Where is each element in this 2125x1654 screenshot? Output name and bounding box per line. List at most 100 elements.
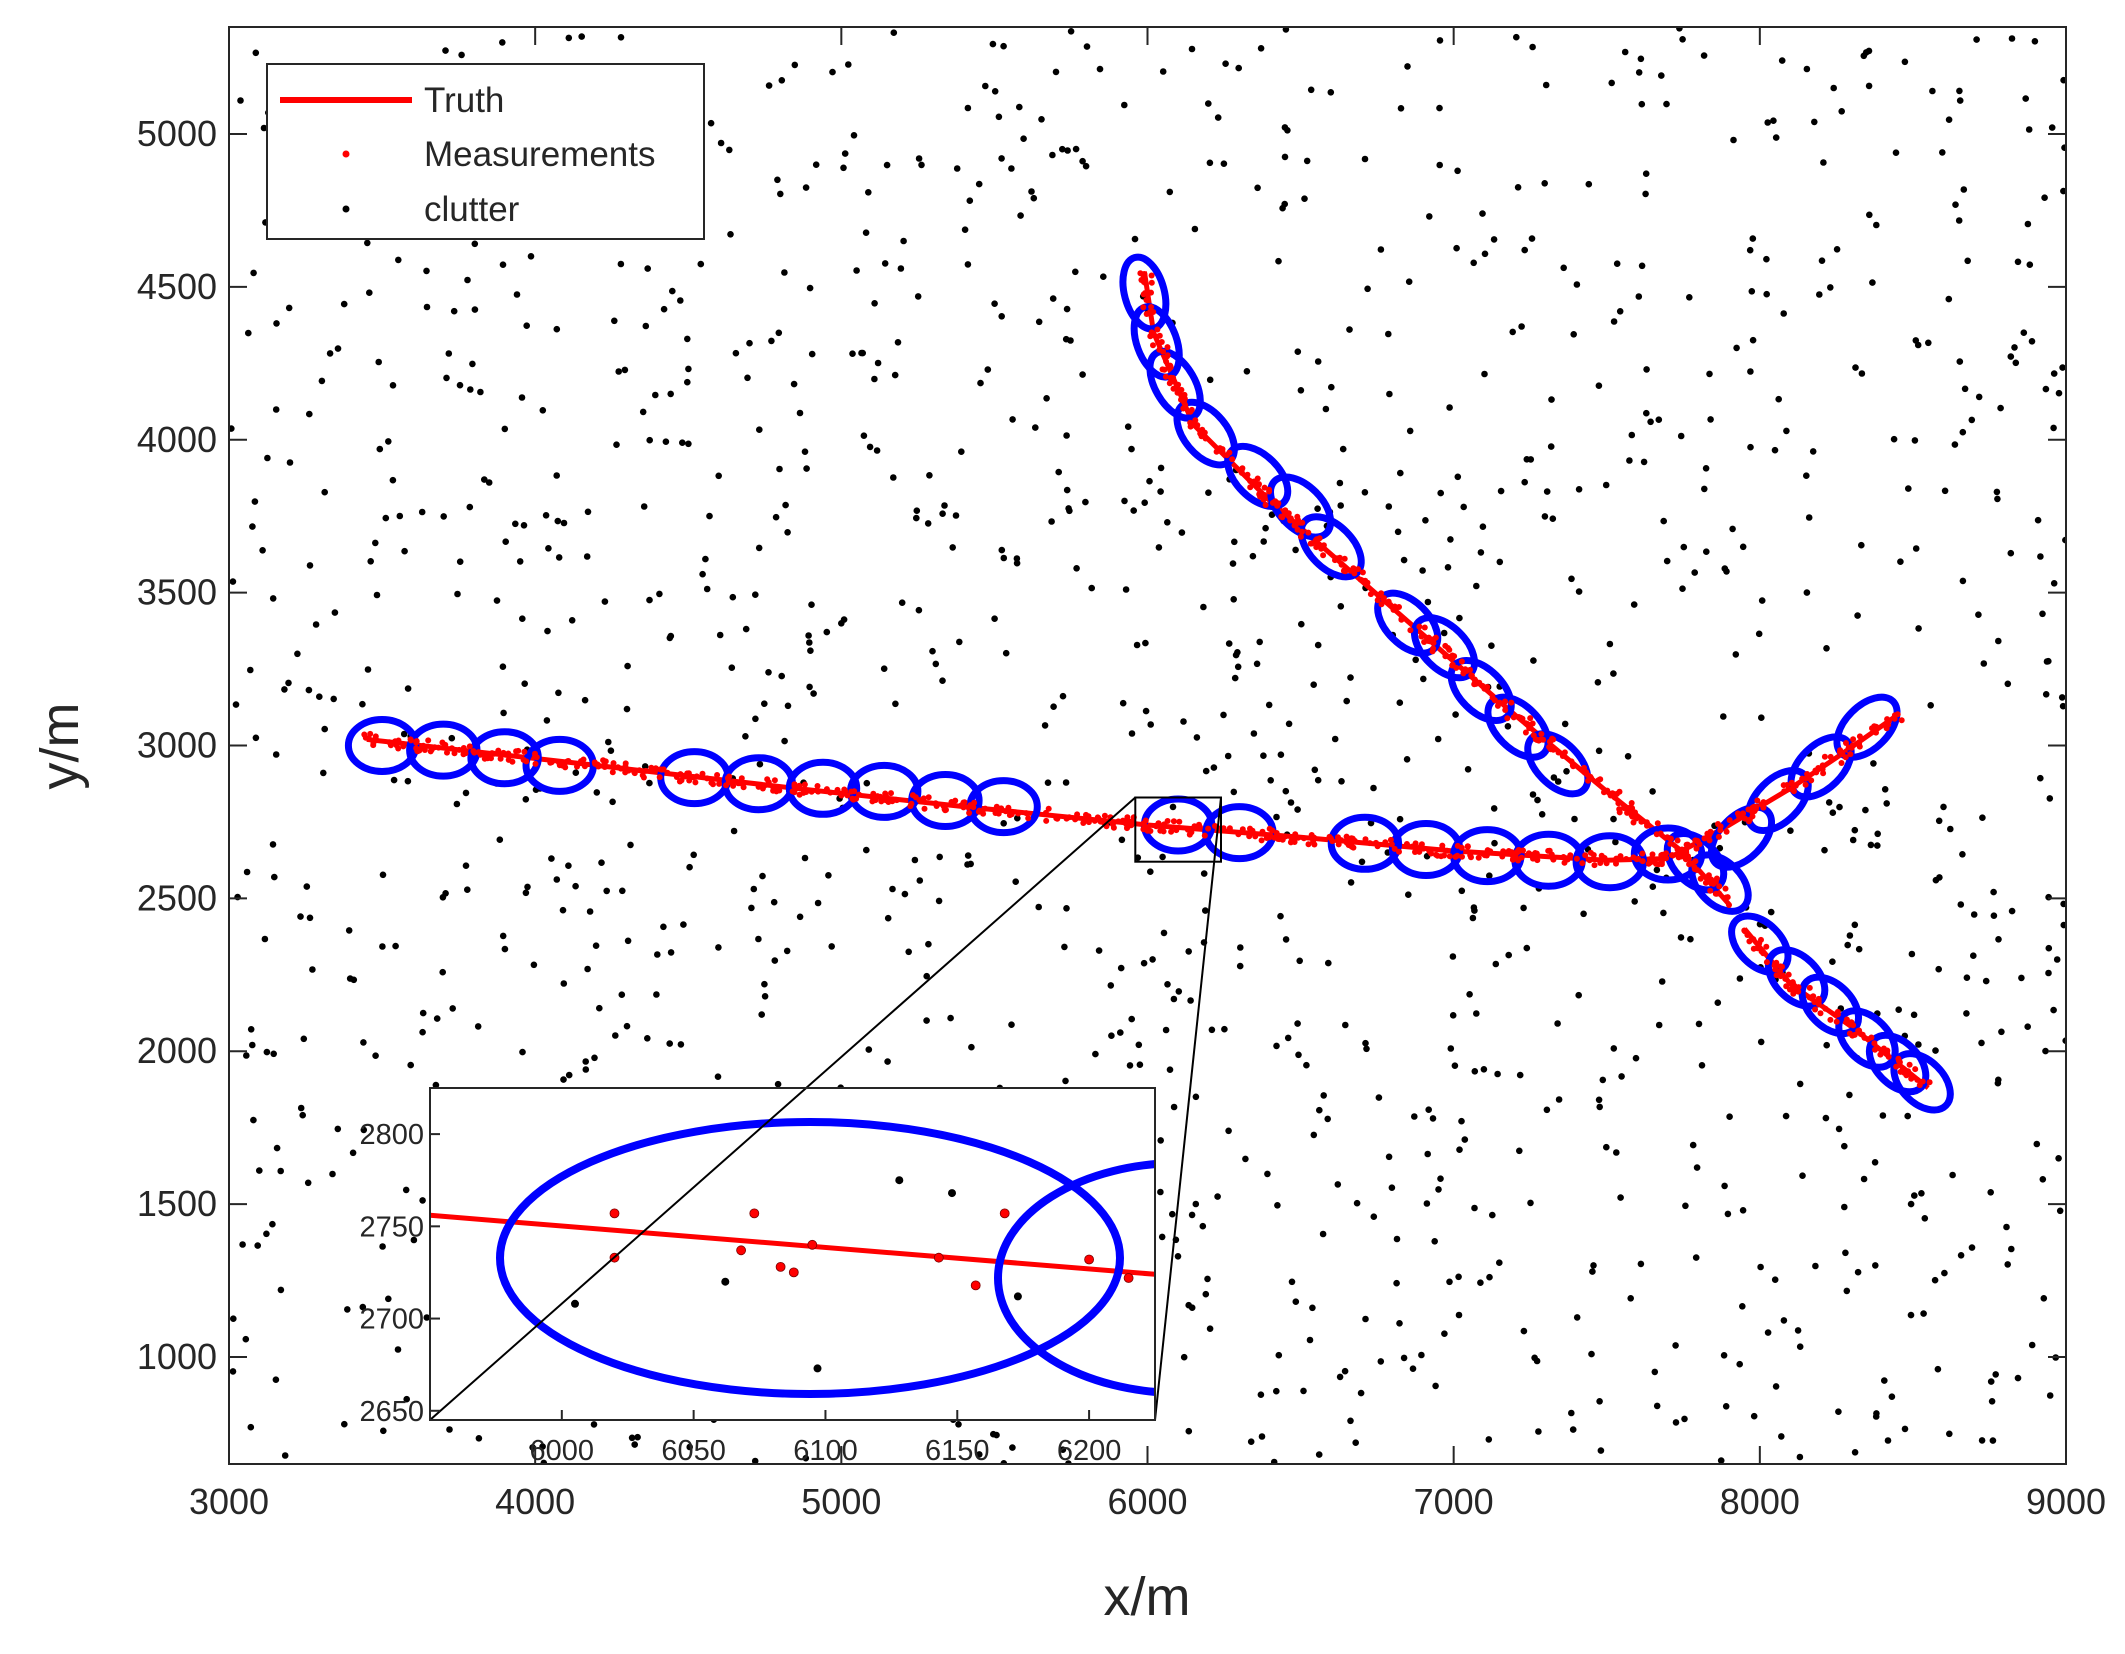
measurement-point bbox=[1582, 852, 1589, 859]
measurement-point bbox=[1750, 945, 1757, 952]
clutter-point bbox=[1404, 63, 1411, 70]
clutter-point bbox=[1575, 991, 1582, 999]
clutter-point bbox=[2024, 220, 2032, 228]
clutter-point bbox=[1028, 188, 1035, 195]
clutter-point bbox=[1929, 87, 1936, 95]
clutter-point bbox=[686, 863, 693, 871]
measurement-point bbox=[1734, 810, 1741, 817]
measurement-point bbox=[1756, 940, 1763, 947]
clutter-point bbox=[1964, 257, 1971, 265]
measurement-point bbox=[1903, 1072, 1910, 1079]
measurement-point bbox=[1697, 875, 1704, 882]
measurement-point bbox=[1596, 857, 1603, 864]
clutter-point bbox=[802, 184, 810, 191]
clutter-point bbox=[1336, 479, 1344, 487]
measurement-point bbox=[1292, 831, 1299, 838]
inset-clutter-point bbox=[721, 1277, 730, 1286]
clutter-point bbox=[1275, 1351, 1283, 1359]
measurement-point bbox=[1148, 279, 1155, 286]
clutter-point bbox=[1009, 416, 1016, 423]
clutter-point bbox=[1940, 803, 1947, 811]
clutter-point bbox=[1724, 1210, 1732, 1218]
measurement-point bbox=[547, 759, 554, 766]
clutter-point bbox=[1301, 195, 1308, 202]
clutter-point bbox=[255, 1167, 263, 1174]
clutter-point bbox=[1128, 730, 1136, 737]
clutter-point bbox=[667, 949, 675, 956]
clutter-point bbox=[1441, 1330, 1448, 1337]
clutter-point bbox=[1851, 1449, 1859, 1456]
measurement-point bbox=[639, 772, 646, 779]
measurement-point bbox=[1342, 568, 1349, 575]
measurement-point bbox=[1178, 386, 1185, 393]
measurement-point bbox=[1238, 467, 1245, 474]
clutter-point bbox=[1456, 1146, 1463, 1153]
measurement-point bbox=[1156, 332, 1163, 339]
clutter-point bbox=[1309, 1304, 1316, 1312]
clutter-point bbox=[1945, 116, 1953, 123]
clutter-point bbox=[2050, 580, 2058, 587]
measurement-point bbox=[1023, 810, 1030, 817]
clutter-point bbox=[586, 908, 594, 915]
clutter-point bbox=[1453, 244, 1460, 252]
clutter-point bbox=[1858, 370, 1866, 377]
clutter-point bbox=[1632, 1054, 1640, 1062]
measurement-point bbox=[505, 750, 512, 757]
clutter-point bbox=[915, 606, 923, 614]
clutter-point bbox=[1292, 546, 1299, 554]
clutter-point bbox=[1750, 1412, 1758, 1420]
clutter-point bbox=[294, 650, 301, 658]
gate-ellipse bbox=[1297, 513, 1365, 581]
clutter-point bbox=[1529, 43, 1536, 51]
clutter-point bbox=[2033, 1140, 2041, 1148]
clutter-point bbox=[1460, 503, 1467, 511]
measurement-point bbox=[1109, 821, 1116, 828]
clutter-point bbox=[1347, 1417, 1354, 1425]
clutter-point bbox=[1296, 957, 1303, 965]
clutter-point bbox=[955, 1421, 962, 1428]
measurement-point bbox=[1251, 478, 1258, 485]
measurement-point bbox=[823, 786, 830, 793]
measurement-point bbox=[601, 764, 608, 770]
measurement-point bbox=[1715, 833, 1722, 840]
clutter-point bbox=[613, 441, 620, 449]
clutter-point bbox=[1396, 699, 1404, 706]
clutter-point bbox=[829, 68, 836, 76]
clutter-point bbox=[1649, 883, 1657, 890]
clutter-point bbox=[548, 855, 555, 862]
clutter-point bbox=[1164, 519, 1171, 526]
clutter-point bbox=[742, 625, 750, 633]
clutter-point bbox=[269, 595, 277, 602]
clutter-point bbox=[1990, 912, 1998, 919]
measurement-point bbox=[1567, 852, 1574, 859]
measurement-point bbox=[1508, 699, 1515, 706]
clutter-point bbox=[1805, 514, 1813, 521]
clutter-point bbox=[450, 307, 458, 315]
clutter-point bbox=[1225, 640, 1233, 647]
clutter-point bbox=[2059, 364, 2066, 371]
measurement-point bbox=[1912, 1066, 1919, 1073]
measurement-point bbox=[1527, 721, 1534, 728]
clutter-point bbox=[1643, 366, 1650, 373]
clutter-point bbox=[1310, 1131, 1318, 1139]
clutter-point bbox=[1331, 735, 1339, 743]
clutter-point bbox=[1082, 498, 1089, 506]
clutter-point bbox=[1851, 921, 1859, 929]
measurement-point bbox=[1045, 805, 1052, 812]
clutter-point bbox=[1757, 1038, 1765, 1046]
clutter-point bbox=[1618, 1073, 1625, 1080]
clutter-point bbox=[1854, 612, 1861, 619]
clutter-point bbox=[939, 510, 946, 517]
clutter-point bbox=[1411, 1113, 1418, 1120]
measurement-point bbox=[1763, 959, 1770, 966]
measurement-point bbox=[1635, 855, 1642, 862]
clutter-point bbox=[1388, 1184, 1396, 1191]
clutter-point bbox=[1298, 620, 1305, 628]
clutter-point bbox=[932, 660, 940, 668]
measurement-point bbox=[1458, 658, 1465, 665]
clutter-point bbox=[1956, 358, 1964, 365]
measurement-point bbox=[1604, 787, 1611, 794]
measurement-point bbox=[1821, 753, 1828, 760]
clutter-point bbox=[1049, 151, 1056, 159]
